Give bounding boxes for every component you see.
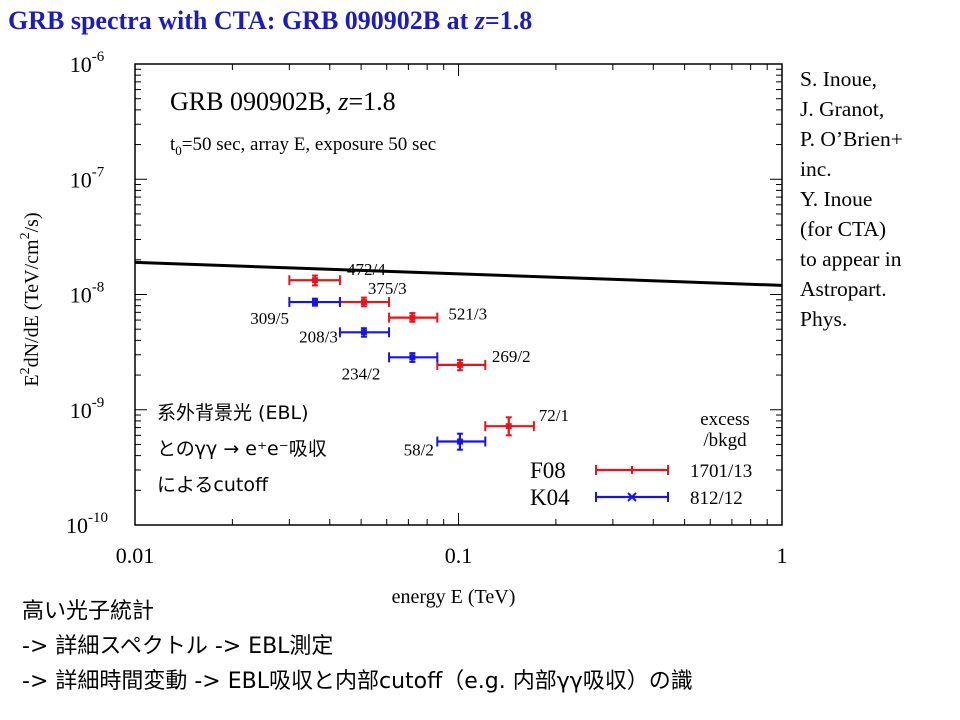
data-label: 208/3 [299, 327, 338, 346]
data-label: 58/2 [404, 441, 434, 460]
x-axis-label: energy E (TeV) [392, 586, 516, 608]
credit-line: S. Inoue, [800, 67, 878, 91]
chart-header-z-value: =1.8 [348, 87, 395, 116]
y-axis-label-part: dN/dE (TeV/cm [21, 239, 43, 367]
credit-line: (for CTA) [800, 217, 887, 241]
y-tick-label: 10-8 [70, 280, 105, 308]
chart-header-grb-name: GRB 090902B, [170, 87, 338, 116]
x-tick-label: 0.1 [445, 543, 473, 568]
y-tick-exponent: -7 [92, 164, 105, 180]
credit-line: J. Granot, [800, 97, 885, 121]
slide-title-z: z [474, 6, 485, 35]
data-point [311, 277, 318, 284]
slide-title: GRB spectra with CTA: GRB 090902B at z=1… [8, 6, 532, 36]
y-tick-base: 10 [66, 513, 88, 538]
data-point [456, 361, 463, 368]
chart-header-grb: GRB 090902B, z=1.8 [170, 87, 396, 116]
data-label: 521/3 [448, 305, 487, 324]
author-credits: S. Inoue, J. Granot, P. O’Brien+ inc. Y.… [800, 64, 903, 334]
credit-line: P. O’Brien+ [800, 127, 903, 151]
data-point [409, 314, 416, 321]
credit-line: Phys. [800, 307, 848, 331]
y-tick-label: 10-9 [70, 395, 105, 423]
chart-header-params-rest: =50 sec, array E, exposure 50 sec [182, 134, 436, 155]
x-tick-label: 1 [777, 543, 788, 568]
legend-header: excess [700, 409, 750, 430]
chart-header-params-sub: 0 [175, 143, 182, 158]
data-point [456, 438, 463, 445]
chart-header-z: z [337, 87, 348, 116]
y-axis-label: E2dN/dE (TeV/cm2/s) [18, 212, 43, 386]
y-axis-label-sup: 2 [18, 232, 33, 239]
y-tick-exponent: -8 [92, 280, 105, 296]
y-tick-label: 10-10 [66, 510, 108, 538]
data-label: 309/5 [250, 309, 289, 328]
ebl-annotation-line: 系外背景光 (EBL) [157, 402, 309, 424]
data-label: 234/2 [342, 364, 381, 383]
data-point [505, 423, 512, 430]
chart-header-params-t: t [170, 134, 176, 155]
model-spectrum-line [134, 260, 783, 287]
y-tick-exponent: -6 [92, 49, 105, 65]
credit-line: Astropart. [800, 277, 887, 301]
y-tick-base: 10 [70, 52, 92, 77]
note-line: -> 詳細スペクトル -> EBL測定 [22, 634, 334, 659]
legend-value: 1701/13 [690, 461, 752, 482]
y-axis-label-sup: 2 [18, 367, 33, 374]
y-tick-base: 10 [70, 283, 92, 308]
chart-header-params: t0=50 sec, array E, exposure 50 sec [170, 134, 436, 158]
data-label: 269/2 [492, 347, 531, 366]
slide-title-prefix: GRB spectra with CTA: GRB 090902B at [8, 6, 475, 35]
note-line: -> 詳細時間変動 -> EBL吸収と内部cutoff（e.g. 内部γγ吸収）… [22, 669, 693, 694]
x-tick-label: 0.01 [116, 543, 155, 568]
y-tick-base: 10 [70, 398, 92, 423]
note-line: 高い光子統計 [22, 599, 155, 624]
y-axis-label-part: /s) [21, 212, 43, 232]
y-tick-base: 10 [70, 167, 92, 192]
ebl-annotation-line: とのγγ → e⁺e⁻吸収 [157, 438, 327, 460]
legend-header: /bkgd [703, 430, 747, 451]
credit-line: inc. [800, 157, 832, 181]
data-point [311, 299, 318, 306]
data-label: 375/3 [368, 279, 407, 298]
y-axis-label-part: E [21, 374, 43, 386]
legend-series-name: K04 [530, 485, 570, 510]
data-point [360, 329, 367, 336]
data-point [360, 299, 367, 306]
data-label: 72/1 [539, 406, 569, 425]
ebl-annotation-line: によるcutoff [157, 474, 269, 496]
legend-value: 812/12 [690, 488, 743, 509]
data-point [409, 354, 416, 361]
y-tick-label: 10-7 [70, 164, 105, 192]
y-tick-exponent: -9 [92, 395, 105, 411]
y-tick-label: 10-6 [70, 49, 105, 77]
slide-title-suffix: =1.8 [484, 6, 533, 35]
y-tick-exponent: -10 [88, 510, 108, 526]
credit-line: Y. Inoue [800, 187, 873, 211]
data-label: 472/4 [347, 260, 386, 279]
legend-series-name: F08 [530, 458, 566, 483]
bottom-notes: 高い光子統計 -> 詳細スペクトル -> EBL測定 -> 詳細時間変動 -> … [22, 594, 693, 699]
credit-line: to appear in [800, 247, 902, 271]
legend-marker [627, 492, 637, 502]
